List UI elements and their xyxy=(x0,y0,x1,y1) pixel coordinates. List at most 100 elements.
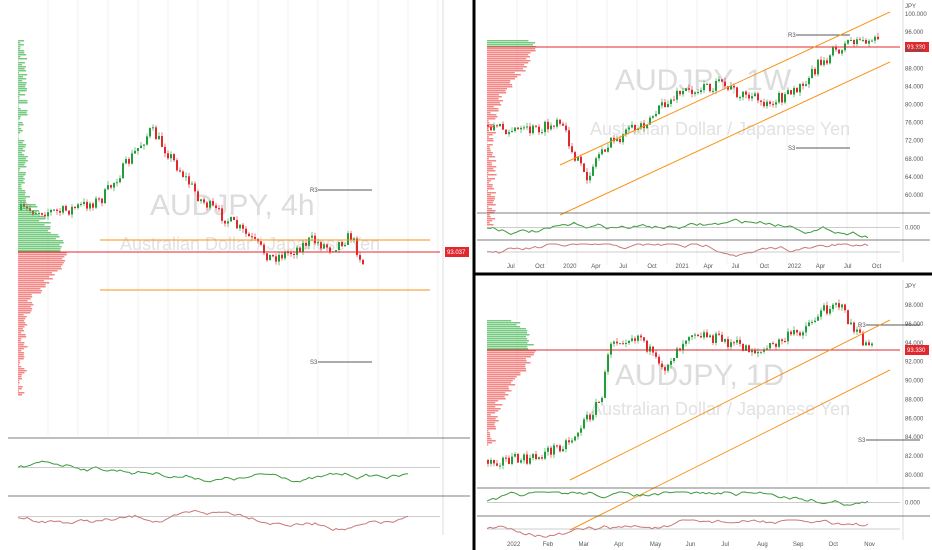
volume-profile xyxy=(487,56,530,58)
candle xyxy=(547,121,549,130)
candle xyxy=(511,131,513,133)
volume-profile xyxy=(18,224,45,226)
candle xyxy=(868,342,870,346)
oscillator xyxy=(17,509,409,531)
volume-profile xyxy=(487,182,490,184)
volume-profile xyxy=(18,202,27,204)
volume-profile xyxy=(18,320,25,322)
volume-profile xyxy=(18,60,19,62)
volume-profile xyxy=(487,40,529,42)
candle xyxy=(329,247,331,252)
candle xyxy=(757,93,759,101)
volume-profile xyxy=(18,228,51,230)
candle xyxy=(826,60,828,64)
price-label: 93.037 xyxy=(447,250,466,256)
volume-profile xyxy=(18,304,34,306)
volume-profile xyxy=(487,380,513,382)
volume-profile xyxy=(18,286,46,288)
candle xyxy=(745,345,747,351)
volume-profile xyxy=(18,50,25,52)
candle xyxy=(275,256,277,262)
candle xyxy=(574,152,576,161)
candle xyxy=(736,87,738,98)
channel xyxy=(569,319,891,481)
x-tick-label: Apr xyxy=(704,264,713,270)
candle xyxy=(293,253,295,255)
candle xyxy=(832,304,834,310)
candle xyxy=(514,454,516,457)
candle xyxy=(520,127,522,130)
candle xyxy=(505,457,507,459)
candle xyxy=(688,88,690,90)
candle xyxy=(526,454,528,464)
candle xyxy=(113,182,115,188)
candle xyxy=(655,352,657,357)
volume-profile xyxy=(487,386,509,388)
candle xyxy=(601,149,603,155)
candle xyxy=(239,224,241,229)
candle xyxy=(191,183,193,185)
volume-profile xyxy=(18,90,27,92)
volume-profile xyxy=(18,154,25,156)
candle xyxy=(589,175,591,181)
y-tick-label: 92.000 xyxy=(905,360,924,366)
volume-profile xyxy=(487,196,495,198)
candle xyxy=(544,451,546,459)
candle xyxy=(646,340,648,352)
volume-profile xyxy=(487,150,491,152)
candle xyxy=(799,83,801,93)
y-tick-label: 80.000 xyxy=(905,473,924,479)
candle xyxy=(820,59,822,65)
x-tick-label: 2022 xyxy=(507,542,521,548)
candle xyxy=(320,242,322,249)
candle xyxy=(194,183,196,192)
candle xyxy=(116,182,118,184)
volume-profile xyxy=(18,350,22,352)
volume-profile xyxy=(487,428,496,430)
volume-profile xyxy=(487,410,499,412)
volume-profile xyxy=(487,436,491,438)
volume-profile xyxy=(18,194,25,196)
volume-profile xyxy=(487,418,496,420)
x-tick-label: Aug xyxy=(757,542,768,548)
candle xyxy=(742,91,744,98)
volume-profile xyxy=(18,144,27,146)
candle xyxy=(778,339,780,347)
candle xyxy=(877,36,879,40)
volume-profile xyxy=(18,166,27,168)
volume-profile xyxy=(18,234,59,236)
candle xyxy=(658,356,660,364)
volume-profile xyxy=(487,332,528,334)
price-badge xyxy=(905,345,929,355)
candle xyxy=(571,440,573,443)
volume-profile xyxy=(487,42,536,44)
volume-profile xyxy=(18,138,19,140)
volume-profile xyxy=(487,74,521,76)
candle xyxy=(733,85,735,88)
volume-profile xyxy=(487,146,490,148)
volume-profile xyxy=(487,392,506,394)
volume-profile xyxy=(487,382,512,384)
candle xyxy=(496,463,498,466)
volume-profile xyxy=(487,440,496,442)
x-tick-label: Oct xyxy=(647,264,657,270)
candle xyxy=(652,116,654,118)
y-tick-label: 86.000 xyxy=(905,416,924,422)
y-tick-label: 96.000 xyxy=(905,30,924,36)
candle xyxy=(721,79,723,82)
candle xyxy=(856,39,858,45)
volume-profile xyxy=(18,236,60,238)
candle xyxy=(353,238,355,240)
volume-profile xyxy=(487,72,515,74)
candle xyxy=(490,126,492,131)
candle xyxy=(685,340,687,344)
volume-profile xyxy=(487,416,498,418)
candle xyxy=(715,81,717,91)
volume-profile xyxy=(487,358,526,360)
candle xyxy=(718,79,720,82)
price-badge xyxy=(905,42,929,52)
candle xyxy=(790,90,792,95)
candle xyxy=(718,333,720,335)
candle xyxy=(529,457,531,464)
candle xyxy=(493,125,495,131)
